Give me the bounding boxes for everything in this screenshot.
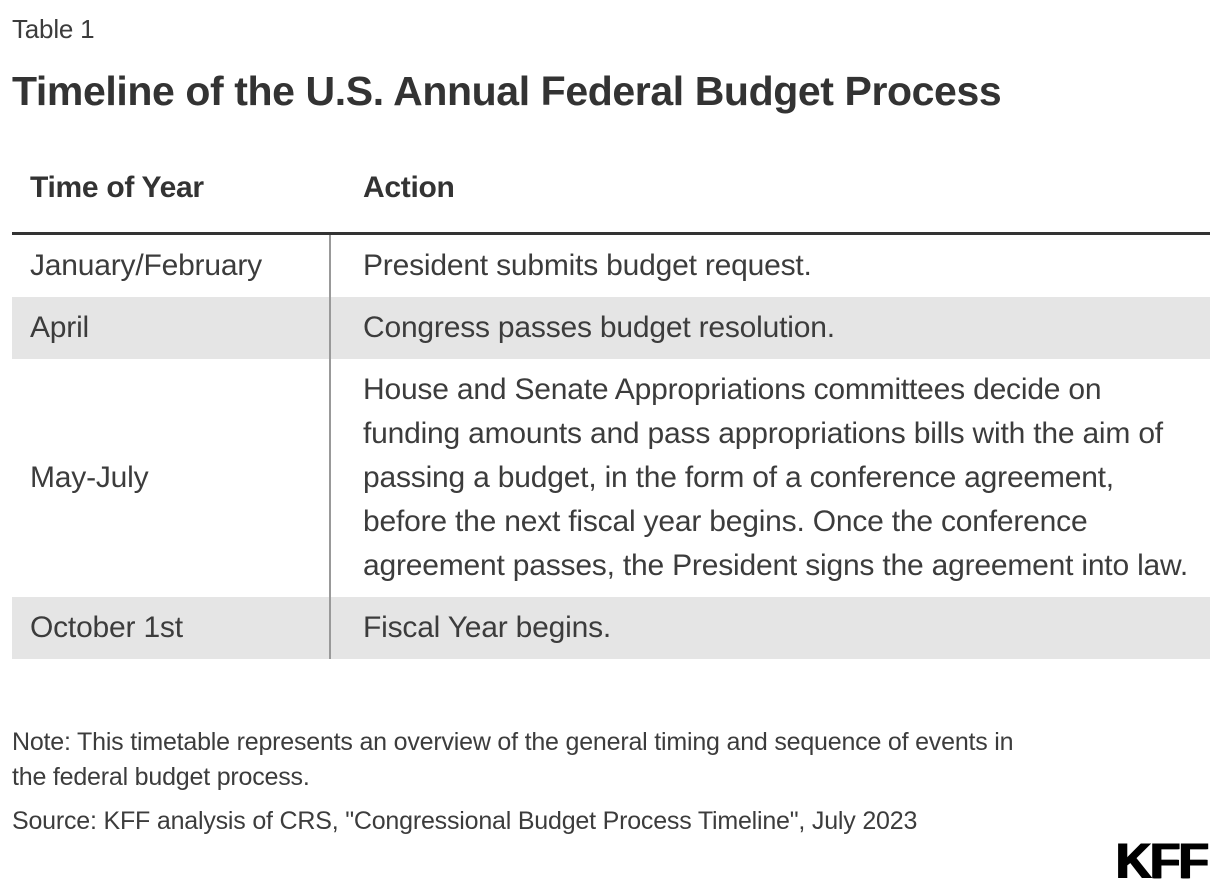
time-cell: May-July (12, 359, 331, 597)
time-value: January/February (30, 249, 262, 282)
table-row: May-July House and Senate Appropriations… (12, 359, 1210, 597)
table-header-row: Time of Year Action (12, 168, 1210, 235)
source-text: Source: KFF analysis of CRS, "Congressio… (12, 807, 918, 835)
kff-logo: KFF (1115, 833, 1209, 889)
table-row: January/February President submits budge… (12, 235, 1210, 297)
time-cell: January/February (12, 235, 331, 297)
action-cell: House and Senate Appropriations committe… (363, 373, 1188, 582)
time-value: October 1st (30, 611, 183, 644)
action-cell: President submits budget request. (363, 249, 812, 282)
table-row: April Congress passes budget resolution. (12, 297, 1210, 359)
action-cell: Congress passes budget resolution. (363, 311, 835, 344)
time-cell: April (12, 297, 331, 359)
time-value: May-July (30, 461, 149, 494)
note-text: Note: This timetable represents an overv… (12, 725, 1210, 795)
page-title: Timeline of the U.S. Annual Federal Budg… (12, 68, 1002, 114)
table-row: October 1st Fiscal Year begins. (12, 597, 1210, 659)
time-cell: October 1st (12, 597, 331, 659)
budget-timeline-table: Time of Year Action January/February Pre… (12, 168, 1210, 659)
time-value: April (30, 311, 90, 344)
action-cell: Fiscal Year begins. (363, 611, 612, 644)
note-line-1: Note: This timetable represents an overv… (12, 728, 1014, 756)
column-header-time-of-year: Time of Year (30, 171, 204, 204)
note-line-2: the federal budget process. (12, 763, 310, 791)
column-header-action: Action (363, 171, 455, 204)
table-number-label: Table 1 (12, 14, 95, 44)
